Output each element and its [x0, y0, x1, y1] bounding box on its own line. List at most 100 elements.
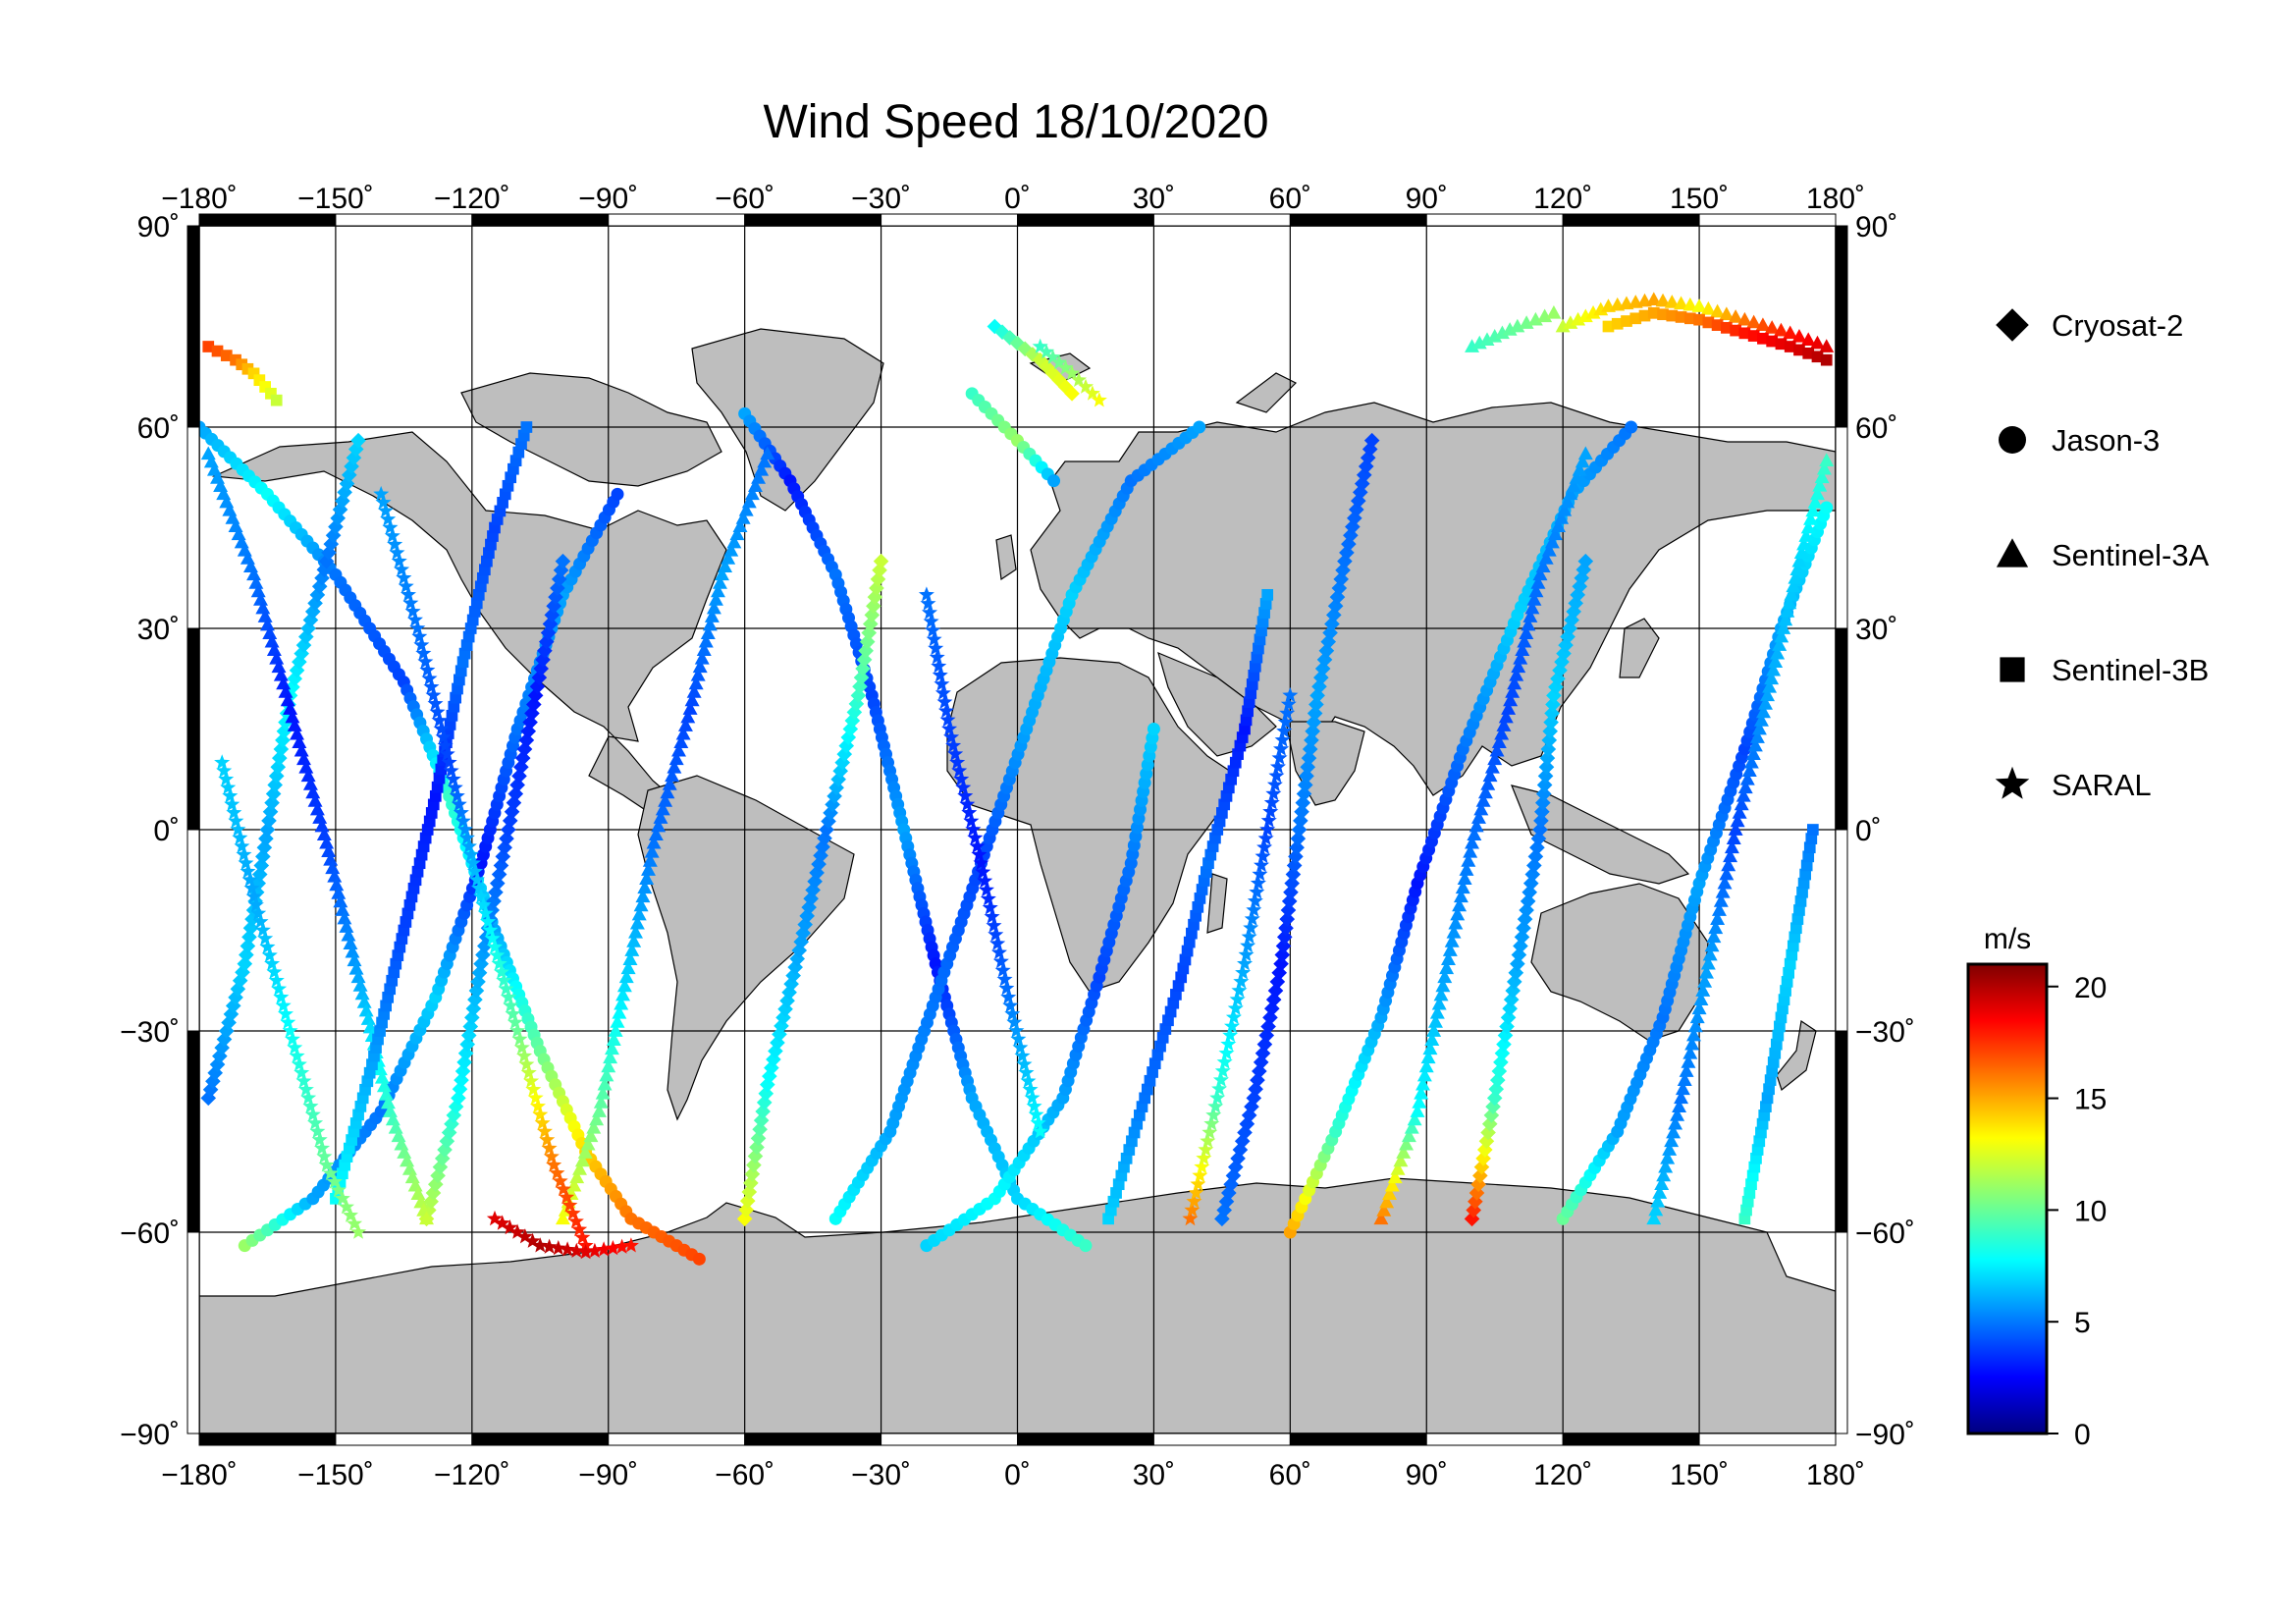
frame-bar-left	[187, 627, 200, 831]
wind-speed-point	[1141, 1083, 1153, 1096]
wind-speed-point	[1211, 824, 1224, 836]
wind-speed-point	[1498, 709, 1514, 724]
wind-speed-point	[230, 981, 246, 998]
wind-speed-point	[718, 559, 733, 572]
wind-speed-point	[415, 645, 432, 661]
wind-speed-point	[934, 676, 950, 691]
wind-speed-point	[1273, 955, 1289, 972]
wind-speed-point	[1207, 1098, 1224, 1113]
wind-speed-point	[441, 754, 457, 770]
wind-speed-point	[1710, 911, 1726, 925]
wind-speed-point	[236, 846, 252, 862]
wind-speed-point	[427, 798, 440, 811]
wind-speed-point	[1717, 875, 1733, 890]
wind-speed-point	[252, 913, 269, 929]
wind-speed-point	[1521, 617, 1536, 631]
wind-speed-point	[375, 494, 392, 510]
wind-speed-point	[493, 963, 509, 979]
wind-speed-point	[1689, 1009, 1705, 1024]
wind-speed-point	[1660, 1151, 1676, 1164]
wind-speed-point	[392, 949, 404, 961]
wind-speed-point	[502, 1219, 518, 1235]
wind-speed-point	[1237, 955, 1254, 971]
wind-speed-point	[1393, 1153, 1409, 1167]
wind-speed-point	[400, 586, 416, 602]
wind-speed-point	[349, 1117, 362, 1129]
wind-speed-point	[606, 1032, 621, 1046]
wind-speed-point	[614, 1238, 630, 1254]
frame-bar-bottom	[608, 1433, 746, 1446]
wind-speed-point	[273, 989, 290, 1004]
wind-speed-point	[466, 614, 479, 626]
wind-speed-point	[1262, 803, 1279, 819]
wind-speed-point	[555, 1180, 571, 1197]
wind-speed-point	[815, 839, 830, 855]
wind-speed-point	[1414, 1085, 1429, 1100]
wind-speed-point	[1803, 512, 1819, 525]
wind-speed-point	[245, 888, 262, 904]
longitude-tick-label: −150˚	[297, 183, 374, 215]
wind-speed-point	[431, 781, 444, 793]
wind-speed-point	[1513, 650, 1528, 665]
wind-speed-point	[1737, 780, 1753, 794]
wind-speed-point	[618, 969, 634, 984]
longitude-tick-label: 120˚	[1533, 1459, 1592, 1491]
wind-speed-point	[1282, 686, 1299, 703]
wind-speed-point	[1243, 919, 1259, 936]
wind-speed-point	[639, 871, 655, 885]
wind-speed-point	[247, 367, 260, 380]
wind-speed-point	[1280, 902, 1297, 918]
wind-speed-point	[1672, 1099, 1687, 1112]
wind-speed-point	[1728, 309, 1743, 323]
wind-speed-point	[434, 1151, 451, 1166]
wind-speed-point	[1654, 1176, 1670, 1191]
wind-speed-point	[391, 553, 407, 568]
wind-speed-point	[1799, 868, 1811, 881]
wind-speed-point	[925, 622, 941, 638]
wind-speed-point	[1448, 915, 1464, 930]
wind-speed-point	[1704, 938, 1720, 952]
wind-speed-point	[1280, 696, 1297, 712]
wind-speed-point	[694, 650, 710, 665]
wind-speed-point	[1710, 303, 1726, 318]
longitude-tick-label: 90˚	[1406, 1459, 1448, 1491]
wind-speed-point	[1543, 714, 1559, 730]
wind-speed-point	[527, 1089, 544, 1106]
wind-speed-point	[569, 1169, 585, 1184]
wind-speed-point	[384, 983, 397, 996]
wind-speed-point	[990, 944, 1007, 960]
wind-speed-point	[1184, 1202, 1201, 1217]
wind-speed-point	[945, 737, 962, 753]
wind-speed-point	[449, 787, 465, 803]
wind-speed-point	[1563, 486, 1578, 501]
wind-speed-point	[961, 804, 978, 820]
wind-speed-point	[1000, 989, 1017, 1004]
wind-speed-point	[723, 542, 739, 557]
wind-speed-point	[1681, 1055, 1696, 1068]
wind-speed-point	[1457, 871, 1472, 885]
wind-speed-point	[1213, 815, 1226, 828]
wind-speed-point	[1532, 822, 1548, 838]
wind-speed-point	[444, 719, 456, 730]
wind-speed-point	[354, 1101, 367, 1112]
wind-speed-point	[1118, 1161, 1130, 1173]
wind-speed-point	[1273, 740, 1290, 756]
wind-speed-point	[624, 943, 640, 956]
wind-speed-point	[1455, 880, 1470, 894]
wind-speed-point	[1668, 1115, 1683, 1130]
wind-speed-point	[321, 843, 337, 858]
wind-speed-point	[376, 1016, 388, 1029]
wind-speed-point	[671, 742, 686, 757]
wind-speed-point	[1646, 292, 1662, 306]
wind-speed-point	[425, 1185, 442, 1201]
wind-speed-point	[421, 824, 434, 836]
wind-speed-point	[1503, 692, 1519, 707]
wind-speed-point	[1789, 931, 1801, 944]
wind-speed-point	[407, 882, 420, 894]
wind-speed-point	[1057, 359, 1074, 375]
wind-speed-point	[1784, 957, 1796, 970]
wind-speed-point	[1382, 1186, 1397, 1200]
wind-speed-point	[311, 578, 328, 595]
wind-speed-point	[362, 1019, 378, 1034]
wind-speed-point	[937, 702, 954, 719]
